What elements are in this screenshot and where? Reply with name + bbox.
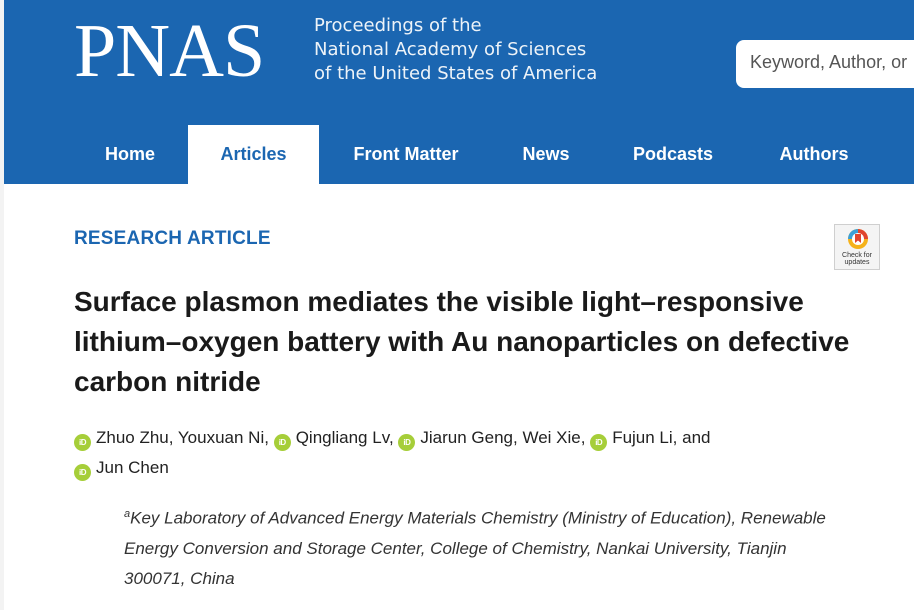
author-separator: , [513, 428, 523, 447]
author-separator: , [388, 428, 399, 447]
nav-item-articles[interactable]: Articles [188, 125, 319, 184]
tagline-line: of the United States of America [314, 63, 598, 84]
article-title: Surface plasmon mediates the visible lig… [74, 286, 850, 397]
author-separator: , and [672, 428, 711, 447]
nav-item-front-matter[interactable]: Front Matter [353, 144, 459, 164]
author-item: iD Jun Chen [74, 458, 169, 481]
search-input[interactable]: Keyword, Author, or [736, 40, 914, 88]
author-item: Youxuan Ni, [178, 428, 274, 447]
check-for-updates-label: Check for updates [842, 252, 872, 266]
affiliation-text: Key Laboratory of Advanced Energy Materi… [124, 508, 826, 588]
author-name[interactable]: Jun Chen [96, 458, 169, 477]
author-name[interactable]: Zhuo Zhu [96, 428, 169, 447]
author-item: iD Qingliang Lv, [273, 428, 399, 451]
author-separator: , [264, 428, 274, 447]
author-name[interactable]: Wei Xie [522, 428, 581, 447]
crossmark-icon [848, 229, 868, 249]
orcid-icon[interactable]: iD [590, 434, 608, 451]
site-header: PNAS Proceedings of the National Academy… [4, 0, 914, 184]
orcid-icon[interactable]: iD [273, 434, 291, 451]
nav-item-authors[interactable]: Authors [779, 144, 849, 164]
article-content: RESEARCH ARTICLE Check for updates Surfa… [4, 184, 914, 610]
orcid-icon[interactable]: iD [74, 434, 91, 451]
tagline-line: Proceedings of the [314, 15, 482, 36]
author-item: Wei Xie, [522, 428, 590, 447]
author-item: iD Zhuo Zhu, [74, 428, 178, 451]
pnas-logo[interactable]: PNAS [74, 9, 265, 93]
author-name[interactable]: Qingliang Lv [295, 428, 389, 447]
affiliation: aKey Laboratory of Advanced Energy Mater… [124, 499, 844, 594]
journal-tagline: Proceedings of the National Academy of S… [314, 14, 597, 86]
author-separator: , [168, 428, 178, 447]
nav-item-podcasts[interactable]: Podcasts [632, 144, 714, 164]
nav-item-home[interactable]: Home [104, 144, 155, 164]
author-item: iD Fujun Li, and [590, 428, 711, 451]
author-name[interactable]: Youxuan Ni [177, 428, 265, 447]
author-item: iD Jiarun Geng, [398, 428, 523, 451]
orcid-icon[interactable]: iD [398, 434, 416, 451]
author-separator: , [580, 428, 591, 447]
main-nav: Home Articles Front Matter News Podcasts… [4, 125, 914, 184]
orcid-icon[interactable]: iD [74, 464, 91, 481]
nav-item-news[interactable]: News [522, 144, 570, 164]
author-list: iD Zhuo Zhu, Youxuan Ni, iD Qingliang Lv, … [74, 423, 834, 483]
author-name[interactable]: Fujun Li [612, 428, 673, 447]
article-type: RESEARCH ARTICLE [74, 228, 271, 249]
tagline-line: National Academy of Sciences [314, 39, 587, 60]
check-for-updates-badge[interactable]: Check for updates [834, 224, 880, 270]
affiliation-marker: a [124, 508, 131, 520]
author-name[interactable]: Jiarun Geng [420, 428, 514, 447]
